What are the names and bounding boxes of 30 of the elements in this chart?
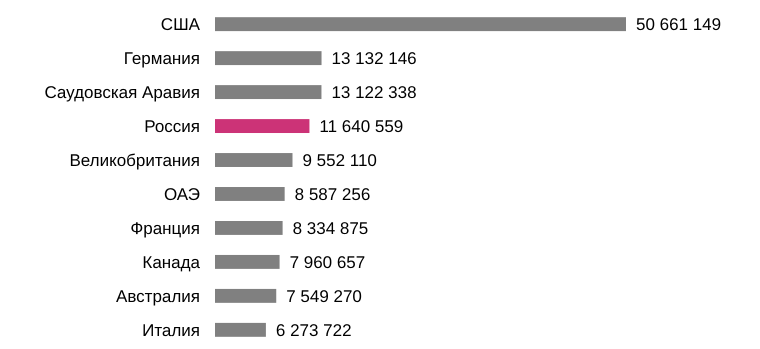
bar [215, 288, 276, 303]
y-tick-label: Франция [130, 218, 200, 238]
bar [215, 17, 626, 32]
bar [215, 51, 322, 66]
y-tick-label: Австралия [116, 286, 200, 306]
y-tick-label: Италия [142, 320, 200, 340]
data-label: 11 640 559 [319, 117, 404, 136]
y-tick-label: Россия [144, 117, 200, 136]
y-tick-label: Саудовская Аравия [44, 83, 200, 102]
data-label: 8 334 875 [292, 218, 368, 238]
data-label: 6 273 722 [276, 320, 352, 340]
y-tick-label: Германия [124, 49, 200, 68]
data-label: 13 122 338 [331, 83, 417, 102]
data-label: 50 661 149 [636, 15, 722, 34]
y-tick-label: ОАЭ [164, 184, 200, 204]
data-label: 13 132 146 [332, 49, 417, 68]
bar [215, 85, 322, 100]
bar [215, 220, 283, 235]
y-tick-label: Канада [142, 252, 201, 272]
data-label: 7 960 657 [290, 252, 366, 272]
bar [215, 322, 266, 337]
bar [215, 153, 292, 167]
data-label: 7 549 270 [286, 286, 362, 306]
data-label: 8 587 256 [294, 184, 370, 204]
bar [215, 254, 280, 269]
y-tick-label: США [160, 15, 201, 34]
bar [215, 187, 285, 201]
data-label: 9 552 110 [302, 150, 377, 170]
bar [215, 119, 310, 134]
y-tick-label: Великобритания [69, 150, 200, 170]
